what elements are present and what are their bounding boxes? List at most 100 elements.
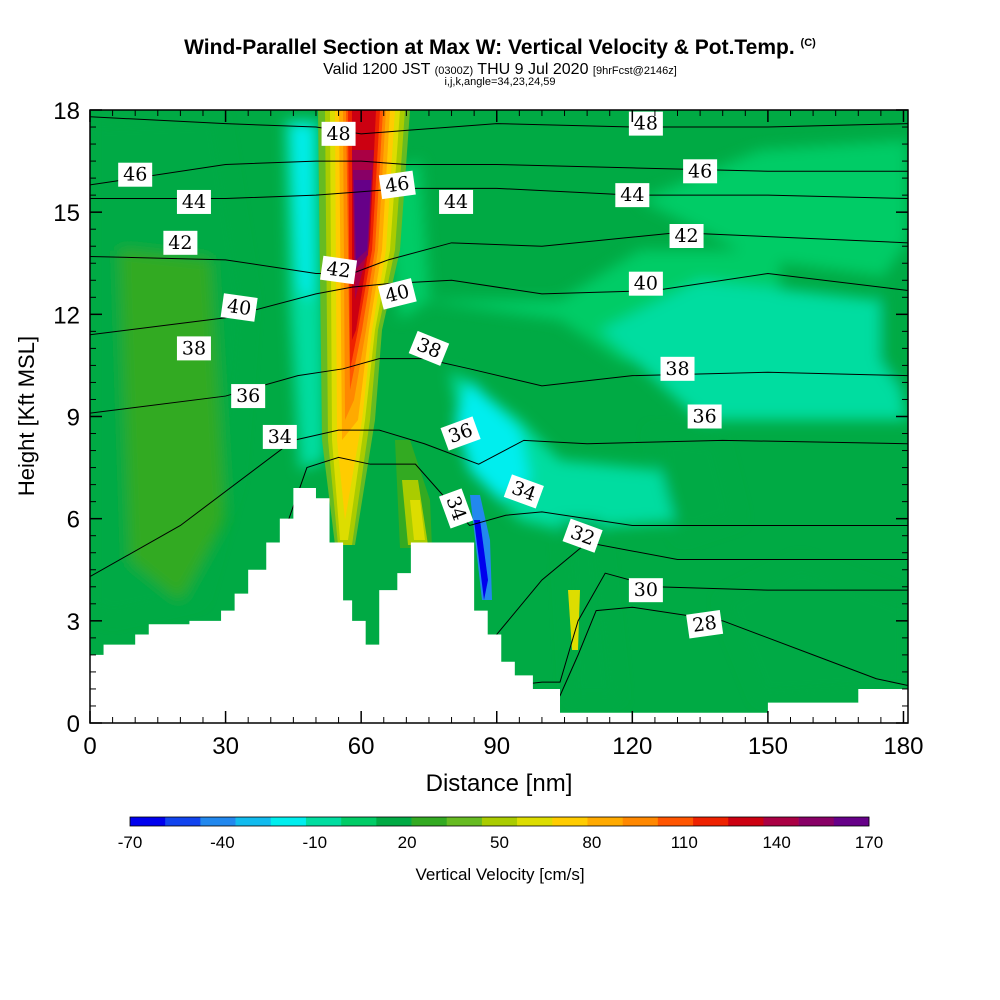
contour-label-box <box>378 170 416 200</box>
colorbar-label: Vertical Velocity [cm/s] <box>415 865 584 884</box>
colorbar-swatch <box>517 817 553 826</box>
contour-label: 38 <box>176 336 211 361</box>
theta-contour-46 <box>90 160 908 186</box>
contour-label-box <box>628 578 663 603</box>
contour-label-box <box>408 330 450 366</box>
contour-label: 40 <box>377 278 417 310</box>
chart-title: Wind-Parallel Section at Max W: Vertical… <box>184 36 816 59</box>
colorbar-frame <box>129 816 870 827</box>
x-tick-label: 60 <box>348 733 375 760</box>
contour-label-text: 28 <box>691 612 718 637</box>
updraft-band-12 <box>354 180 371 260</box>
field-region <box>880 240 908 400</box>
colorbar-swatch <box>446 817 483 826</box>
contour-label: 40 <box>628 271 663 296</box>
field-region <box>650 430 740 540</box>
contour-label: 46 <box>378 170 416 200</box>
colorbar-swatch <box>481 817 518 826</box>
contour-label: 44 <box>176 189 211 214</box>
contour-label-text: 42 <box>674 225 698 247</box>
x-tick-label: 120 <box>612 733 652 760</box>
contour-label-text: 30 <box>634 579 658 601</box>
contour-label: 28 <box>686 609 724 639</box>
colorbar-tick-label: -10 <box>302 833 327 852</box>
theta-contour-40 <box>90 272 908 336</box>
contour-label: 46 <box>683 159 718 184</box>
y-tick-label: 6 <box>67 507 80 534</box>
theta-contour-36 <box>90 429 908 577</box>
contour-label-text: 48 <box>634 113 658 135</box>
copyright-mark: (C) <box>800 37 816 49</box>
colorbar-swatch <box>622 817 659 826</box>
colorbar-swatch <box>552 817 588 826</box>
colorbar-swatch <box>130 817 166 826</box>
colorbar-swatch <box>587 817 623 826</box>
contour-label-box <box>176 336 211 361</box>
y-axis-label: Height [Kft MSL] <box>14 336 39 496</box>
colorbar-swatch <box>763 817 799 826</box>
contour-label-box <box>118 162 153 187</box>
colorbar: -70 -40 -10 20 50 80 110 140 170 <box>118 816 883 852</box>
colorbar-swatch <box>798 817 835 826</box>
contour-label-box <box>687 404 722 429</box>
updraft-secondary-core <box>410 500 425 540</box>
colorbar-swatch <box>270 817 307 826</box>
colorbar-tick-label: 110 <box>671 833 698 852</box>
contour-label-text: 40 <box>226 295 253 320</box>
colorbar-swatch <box>411 817 448 826</box>
colorbar-swatch <box>693 817 729 826</box>
field-region <box>292 125 312 300</box>
contour-label-text: 42 <box>168 232 192 254</box>
terrain <box>90 488 908 723</box>
contour-label-box <box>669 224 704 249</box>
contour-label-text: 46 <box>123 164 147 186</box>
x-tick-label: 180 <box>883 733 923 760</box>
contour-label: 32 <box>562 518 603 553</box>
contour-label: 42 <box>669 224 704 249</box>
contour-label-text: 38 <box>182 337 206 359</box>
y-tick-label: 18 <box>53 98 80 125</box>
colorbar-tick-label: -70 <box>118 833 143 852</box>
valid-time-utc: (0300Z) <box>434 65 474 77</box>
terrain-mask <box>90 488 908 723</box>
colorbar-tick-label: 140 <box>762 833 790 852</box>
colorbar-tick-label: 80 <box>582 833 601 852</box>
forecast-info: [9hrFcst@2146z] <box>592 65 677 77</box>
colorbar-swatch <box>341 817 377 826</box>
contour-label-box <box>377 278 417 310</box>
contour-label: 36 <box>687 404 722 429</box>
contour-label-box <box>231 384 266 409</box>
contour-label-text: 36 <box>693 406 717 428</box>
contour-label-box <box>220 293 258 322</box>
colorbar-swatch <box>376 817 412 826</box>
contour-label-box <box>615 183 650 208</box>
theta-contour-42 <box>90 232 908 274</box>
contour-label-text: 42 <box>325 257 352 282</box>
colorbar-tick-label: 170 <box>855 833 883 852</box>
valid-time: Valid 1200 JST <box>323 61 431 78</box>
theta-contour-48 <box>90 116 908 135</box>
contour-label-box <box>262 424 297 449</box>
contour-label: 42 <box>320 255 358 285</box>
contour-label-text: 40 <box>634 273 658 295</box>
contour-label-box <box>628 111 663 136</box>
contour-label: 48 <box>628 111 663 136</box>
contour-label-text: 48 <box>326 123 350 145</box>
contour-label-box <box>503 474 544 509</box>
contour-label: 42 <box>163 230 198 255</box>
field-region <box>120 250 225 600</box>
x-tick-label: 30 <box>212 733 239 760</box>
contour-label-box <box>439 189 474 214</box>
contour-label-box <box>176 189 211 214</box>
contour-label-text: 46 <box>688 160 712 182</box>
contour-label-box <box>628 271 663 296</box>
field-region <box>720 560 908 700</box>
contour-label: 34 <box>262 424 297 449</box>
contour-label: 30 <box>628 578 663 603</box>
x-tick-label: 0 <box>83 733 96 760</box>
y-tick-label: 3 <box>67 609 80 636</box>
contour-label: 44 <box>439 189 474 214</box>
contour-label-text: 38 <box>665 358 689 380</box>
